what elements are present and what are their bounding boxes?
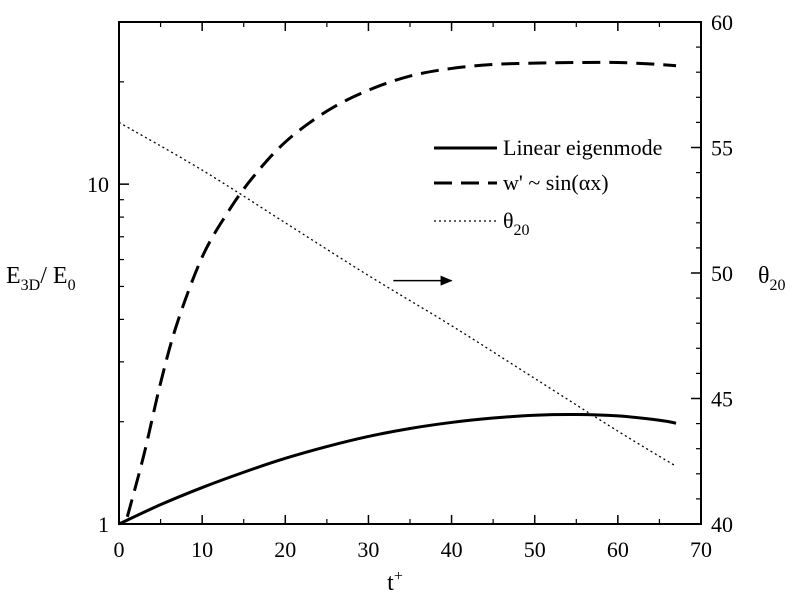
x-axis-label: t+ — [387, 568, 403, 596]
y-right-tick-label: 60 — [711, 10, 733, 35]
x-tick-label: 0 — [114, 537, 125, 562]
plot-frame — [118, 21, 702, 525]
y-right-tick-label: 45 — [711, 387, 733, 412]
x-tick-label: 60 — [607, 537, 629, 562]
x-tick-label: 20 — [274, 537, 296, 562]
y-left-tick-label: 1 — [98, 512, 109, 537]
y-right-tick-label: 50 — [711, 261, 733, 286]
legend-label-2: θ20 — [503, 208, 530, 239]
y-axis-label-right: θ20 — [758, 263, 786, 294]
y-left-tick-label: 10 — [87, 172, 109, 197]
x-tick-label: 70 — [690, 537, 712, 562]
series-layer — [118, 60, 677, 526]
legend-label-0: Linear eigenmode — [503, 135, 662, 160]
legend: Linear eigenmode w' ~ sin(αx) θ20 — [434, 135, 662, 239]
series-line-1 — [125, 60, 677, 518]
y-right-tick-label: 40 — [711, 512, 733, 537]
x-tick-label: 10 — [191, 537, 213, 562]
ticks: 0 10 20 30 40 50 60 70 1 10 40 45 50 55 60 — [87, 10, 733, 562]
series-line-0 — [118, 412, 677, 526]
y-right-tick-label: 55 — [711, 136, 733, 161]
x-tick-label: 30 — [357, 537, 379, 562]
y-axis-label-left: E3D/ E0 — [6, 263, 76, 294]
x-tick-label: 40 — [441, 537, 463, 562]
x-tick-label: 50 — [524, 537, 546, 562]
series-line-2 — [118, 121, 677, 467]
legend-label-1: w' ~ sin(αx) — [503, 170, 609, 195]
